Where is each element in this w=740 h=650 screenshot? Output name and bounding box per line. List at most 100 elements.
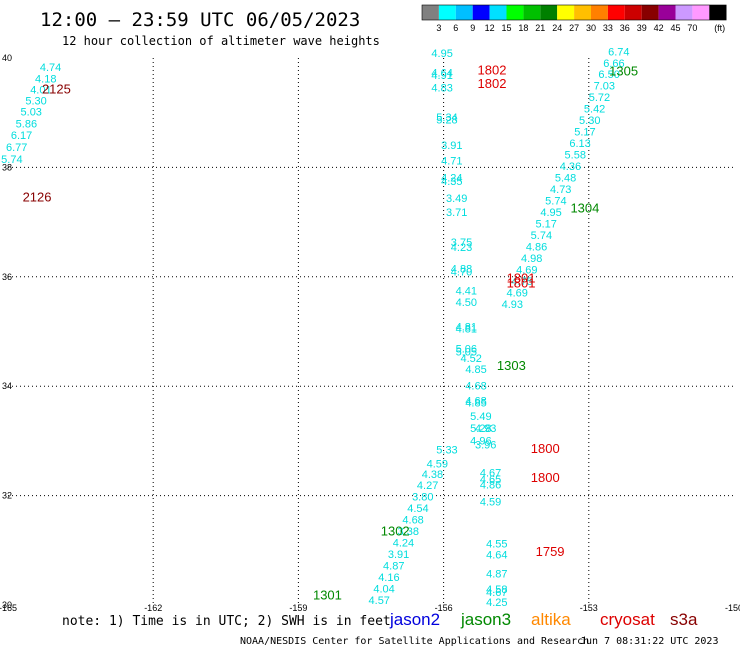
swh-point: 4.86 <box>526 242 547 254</box>
swh-point: 4.36 <box>560 161 581 173</box>
color-scale-label: 21 <box>535 23 545 33</box>
pass-time-label: 1801 <box>507 276 536 291</box>
swh-point: 4.85 <box>465 364 486 376</box>
swh-point: 4.93 <box>502 299 523 311</box>
swh-point: 4.01 <box>30 85 51 97</box>
swh-point: 7.03 <box>594 81 615 93</box>
color-swatch <box>675 5 693 20</box>
color-scale-label: 27 <box>569 23 579 33</box>
axis-ticks: -165 -162 -159 -156 -153 -150 30 32 34 36 38 40 <box>0 53 740 613</box>
color-swatch <box>591 5 608 20</box>
pass-time-label: 1759 <box>536 544 565 559</box>
pass-time-label: 1800 <box>531 441 560 456</box>
swh-point: 4.24 <box>441 173 462 185</box>
swh-point: 4.54 <box>407 503 428 515</box>
swh-point: 5.34 <box>436 112 457 124</box>
swh-point: 4.65 <box>480 474 501 486</box>
swh-point: 4.50 <box>456 297 477 309</box>
swh-point: 4.85 <box>465 397 486 409</box>
swh-point: 3.38 <box>398 526 419 538</box>
pass-time-label: 1801 <box>507 270 536 285</box>
swh-point: 5.30 <box>25 95 46 107</box>
color-scale-label: 36 <box>620 23 630 33</box>
swh-point: 5.03 <box>21 106 42 118</box>
swh-point: 3.71 <box>446 207 467 219</box>
color-scale-label: 39 <box>637 23 647 33</box>
color-bar-frame <box>421 4 727 21</box>
swh-point: 4.87 <box>383 560 404 572</box>
swh-point: 4.68 <box>465 395 486 407</box>
color-swatch <box>658 5 676 20</box>
color-scale-label: 15 <box>501 23 511 33</box>
chart-title: 12:00 – 23:59 UTC 06/05/2023 <box>40 9 360 31</box>
swh-point: 3.49 <box>446 193 467 205</box>
swh-point: 4.38 <box>422 469 443 481</box>
chart-subtitle: 12 hour collection of altimeter wave hei… <box>62 34 380 48</box>
swh-point: 4.91 <box>431 70 452 82</box>
color-swatch <box>540 5 558 20</box>
swh-point: 5.49 <box>470 411 491 423</box>
swh-point: 4.88 <box>451 263 472 275</box>
swh-point: 4.24 <box>393 537 414 549</box>
color-swatch <box>624 5 642 20</box>
color-scale-label: 33 <box>603 23 613 33</box>
swh-point: 4.98 <box>521 253 542 265</box>
y-tick-label: 30 <box>2 600 12 610</box>
swh-point: 4.18 <box>35 74 56 86</box>
y-tick-label: 32 <box>2 491 12 501</box>
footnote: note: 1) Time is in UTC; 2) SWH is in fe… <box>62 614 391 629</box>
swh-point: 4.04 <box>373 583 394 595</box>
swh-point: 4.69 <box>516 265 537 277</box>
color-scale-label: 18 <box>518 23 528 33</box>
swh-point: 5.74 <box>531 230 552 242</box>
swh-point: 4.64 <box>431 68 452 80</box>
swh-point: 5.42 <box>584 104 605 116</box>
swh-point: 5.58 <box>565 150 586 162</box>
swh-point: 4.27 <box>417 480 438 492</box>
color-swatch <box>557 5 575 20</box>
credit-text: NOAA/NESDIS Center for Satellite Applica… <box>240 636 589 647</box>
swh-point: 6.77 <box>6 142 27 154</box>
color-swatch <box>709 5 727 20</box>
x-tick-label: -150 <box>725 603 740 613</box>
swh-point: 4.52 <box>460 353 481 365</box>
swh-point: 3.80 <box>412 492 433 504</box>
color-swatch <box>641 5 659 20</box>
swh-point: 4.59 <box>480 496 501 508</box>
swh-point: 5.86 <box>16 118 37 130</box>
mission-legend-jason3: jason3 <box>460 610 511 629</box>
swh-point: 4.16 <box>378 572 399 584</box>
swh-point: 5.33 <box>436 444 457 456</box>
swh-point: 4.59 <box>427 459 448 471</box>
x-tick-label: -153 <box>580 603 598 613</box>
mission-legend-jason2: jason2 <box>389 610 440 629</box>
swh-point: 5.72 <box>589 92 610 104</box>
pass-time-label: 1802 <box>478 76 507 91</box>
y-tick-label: 38 <box>2 162 12 172</box>
swh-point: 4.95 <box>431 48 452 60</box>
color-scale-label: 3 <box>436 23 441 33</box>
y-tick-label: 40 <box>2 53 12 63</box>
swh-point: 4.70 <box>451 267 472 279</box>
pass-time-label: 1802 <box>478 62 507 77</box>
swh-point: 5.74 <box>1 154 22 166</box>
swh-point: 5.74 <box>545 196 566 208</box>
swh-point: 4.73 <box>550 184 571 196</box>
swh-point: 3.91 <box>388 549 409 561</box>
swh-point: 4.64 <box>486 550 507 562</box>
color-scale-label: 45 <box>670 23 680 33</box>
swh-point: 4.74 <box>40 62 61 74</box>
y-tick-label: 36 <box>2 272 12 282</box>
x-tick-label: -165 <box>0 603 17 613</box>
pass-time-label: 2126 <box>23 189 52 204</box>
color-scale-label: 9 <box>470 23 475 33</box>
mission-legend-s3a: s3a <box>670 610 698 629</box>
pass-time-label: 1301 <box>313 588 342 603</box>
swh-point: 4.83 <box>431 82 452 94</box>
pass-time-label: 1303 <box>497 358 526 373</box>
swh-point: 4.75 <box>511 276 532 288</box>
color-swatch <box>472 5 490 20</box>
color-scale-label: 12 <box>485 23 495 33</box>
swh-point: 4.55 <box>486 539 507 551</box>
pass-time-label: 1304 <box>570 200 599 215</box>
